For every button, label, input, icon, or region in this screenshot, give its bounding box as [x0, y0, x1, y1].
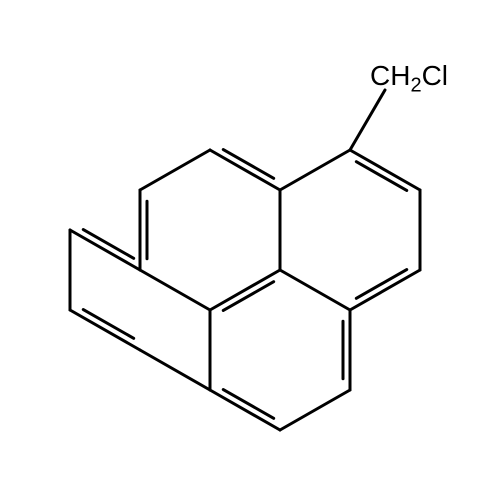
label-ch2cl: CH2Cl [370, 60, 448, 91]
substituent-label: CH2Cl [370, 60, 448, 98]
